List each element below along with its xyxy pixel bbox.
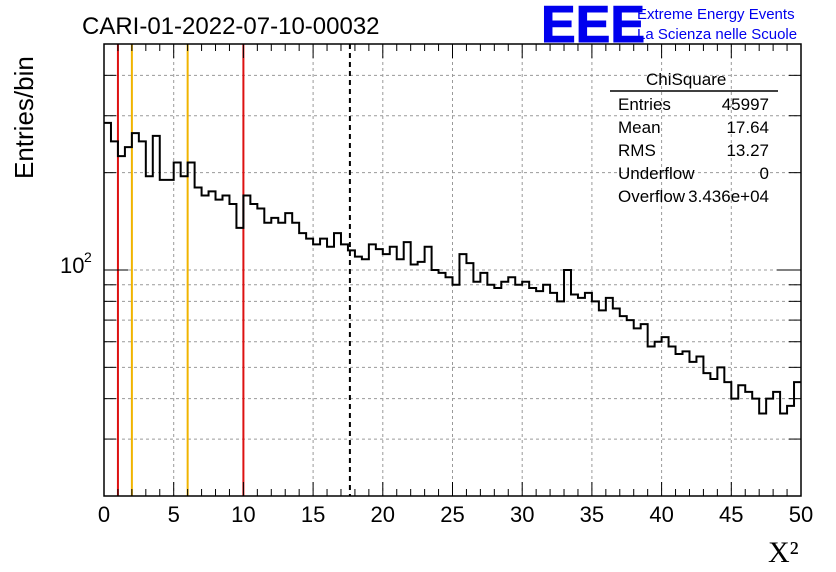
x-tick-label: 20 (371, 502, 395, 527)
x-tick-label: 5 (168, 502, 180, 527)
stats-value-rms: 13.27 (726, 141, 769, 160)
x-tick-label: 10 (231, 502, 255, 527)
logo-line-2: La Scienza nelle Scuole (637, 26, 797, 43)
reference-lines (116, 44, 351, 496)
x-tick-labels: 0 5 10 15 20 25 30 35 40 45 50 (98, 502, 813, 527)
y-tick-label: 10 2 (60, 249, 92, 278)
x-tick-label: 30 (510, 502, 534, 527)
histogram-outline (104, 121, 801, 415)
y-axis-title: Entries/bin (9, 56, 39, 179)
stats-value-entries: 45997 (722, 95, 769, 114)
x-tick-label: 15 (301, 502, 325, 527)
stats-value-underflow: 0 (760, 164, 769, 183)
x-axis-title: X² (768, 536, 799, 569)
x-tick-label: 50 (789, 502, 813, 527)
stats-label-entries: Entries (618, 95, 671, 114)
logo-line-1: Extreme Energy Events (637, 6, 795, 23)
y-tick-label-exponent: 2 (84, 249, 92, 265)
stats-label-rms: RMS (618, 141, 656, 160)
stats-label-underflow: Underflow (618, 164, 695, 183)
x-tick-label: 0 (98, 502, 110, 527)
run-title: CARI-01-2022-07-10-00032 (82, 13, 380, 40)
stats-value-overflow: 3.436e+04 (688, 187, 769, 206)
x-tick-label: 35 (580, 502, 604, 527)
stats-label-mean: Mean (618, 118, 661, 137)
x-tick-label: 40 (649, 502, 673, 527)
y-tick-label-base: 10 (60, 253, 84, 278)
eee-logo: EEE (541, 0, 645, 54)
stats-box: ChiSquare Entries 45997 Mean 17.64 RMS 1… (610, 70, 778, 206)
stats-label-overflow: Overflow (618, 187, 686, 206)
axis-ticks (103, 43, 802, 497)
stats-value-mean: 17.64 (726, 118, 769, 137)
x-tick-label: 45 (719, 502, 743, 527)
grid (104, 43, 801, 497)
x-tick-label: 25 (440, 502, 464, 527)
stats-title: ChiSquare (646, 70, 726, 89)
